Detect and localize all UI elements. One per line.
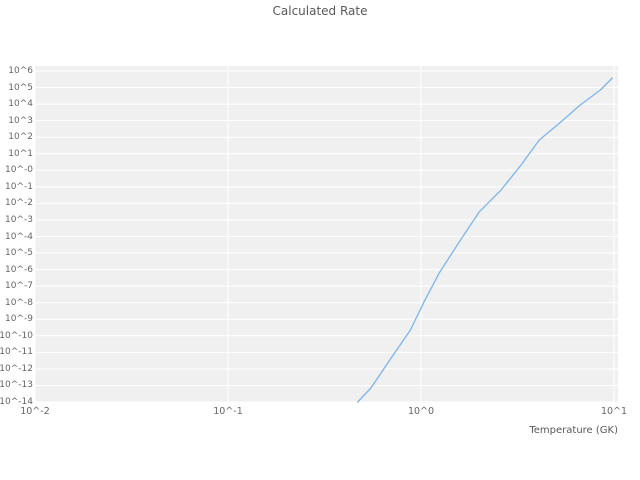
plot-area	[35, 66, 618, 402]
y-tick-label: 10^3	[8, 115, 33, 126]
y-tick-label: 10^-8	[5, 297, 33, 308]
y-tick-label: 10^5	[8, 82, 33, 93]
y-tick-label: 10^-10	[0, 330, 33, 341]
y-tick-label: 10^-13	[0, 380, 33, 391]
x-tick-label: 10^0	[407, 406, 435, 417]
y-tick-label: 10^-5	[5, 248, 33, 259]
y-tick-label: 10^1	[8, 148, 33, 159]
y-tick-label: 10^2	[8, 132, 33, 143]
y-tick-label: 10^4	[8, 99, 33, 110]
y-tick-label: 10^-6	[5, 264, 33, 275]
rate-line	[357, 77, 613, 403]
x-tick-label: 10^-2	[20, 406, 50, 417]
y-tick-label: 10^-11	[0, 347, 33, 358]
x-axis-label: Temperature (GK)	[529, 425, 618, 436]
x-tick-label: 10^-1	[213, 406, 243, 417]
y-tick-label: 10^-3	[5, 214, 33, 225]
y-tick-label: 10^-12	[0, 363, 33, 374]
y-tick-label: 10^-7	[5, 281, 33, 292]
chart-title: Calculated Rate	[272, 4, 368, 18]
y-tick-label: 10^-14	[0, 397, 33, 407]
y-tick-label: 10^6	[8, 66, 33, 76]
y-tick-label: 10^-2	[5, 198, 33, 209]
y-tick-label: 10^-4	[5, 231, 33, 242]
y-tick-label: 10^-0	[5, 165, 33, 176]
y-tick-label: 10^-1	[5, 181, 33, 192]
y-tick-label: 10^-9	[5, 314, 33, 325]
x-tick-label: 10^1	[600, 406, 628, 417]
